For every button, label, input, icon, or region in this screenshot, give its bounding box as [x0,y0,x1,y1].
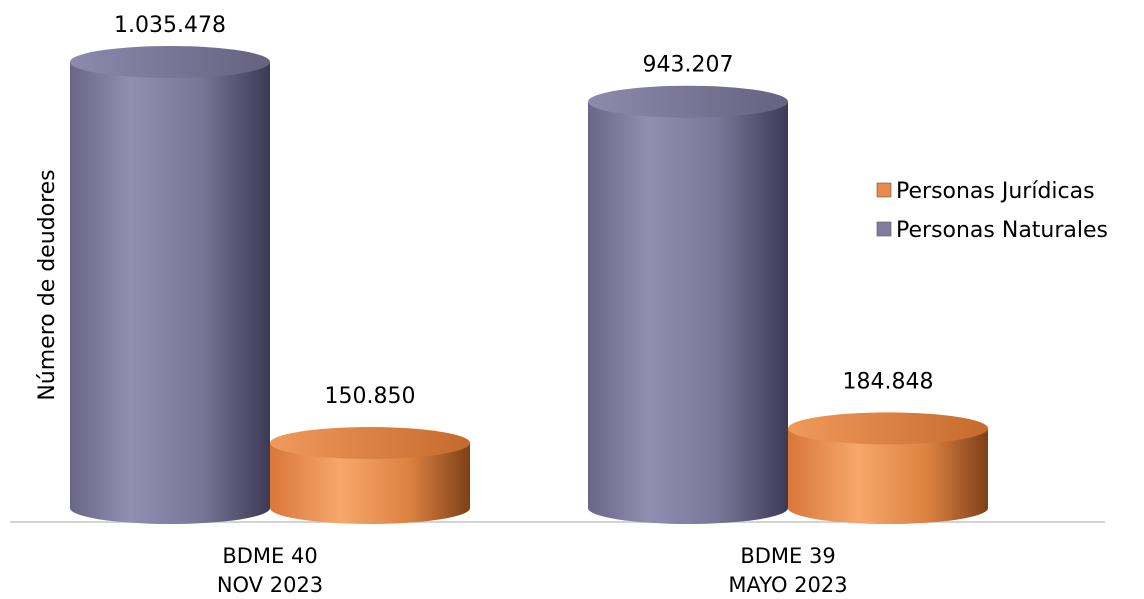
bar-body [788,428,988,524]
value-label-juridicas-0: 150.850 [325,384,416,409]
category-labels-group: BDME 40 NOV 2023 BDME 39 MAYO 2023 [217,544,848,597]
bars-group [70,46,988,525]
category-label-1-line-0: BDME 39 [740,544,835,568]
bar-naturales-0 [70,46,270,524]
legend-swatch-naturales [876,221,892,237]
bar-top [788,412,988,445]
legend-item-naturales: Personas Naturales [876,218,1108,243]
legend-swatch-juridicas [876,182,892,198]
bar-naturales-1 [588,85,788,525]
bar-top [270,427,470,460]
bar-body [70,62,270,524]
legend-label-naturales: Personas Naturales [896,218,1108,243]
category-label-0-line-0: BDME 40 [222,544,317,568]
bar-juridicas-0 [270,427,470,524]
bar-top [588,85,788,118]
value-labels-group: 1.035.478 150.850 943.207 184.848 [114,13,933,409]
legend: Personas Jurídicas Personas Naturales [876,179,1108,243]
legend-label-juridicas: Personas Jurídicas [896,179,1095,204]
category-label-0-line-1: NOV 2023 [217,573,323,597]
value-label-naturales-0: 1.035.478 [114,13,226,38]
category-label-1-line-1: MAYO 2023 [728,573,847,597]
value-label-juridicas-1: 184.848 [843,369,934,394]
value-label-naturales-1: 943.207 [643,53,734,78]
bar-juridicas-1 [788,412,988,524]
bar-top [70,46,270,78]
y-axis-label: Número de deudores [35,169,60,400]
legend-item-juridicas: Personas Jurídicas [876,179,1095,204]
bar-body [588,101,788,525]
bar-body [270,443,470,524]
